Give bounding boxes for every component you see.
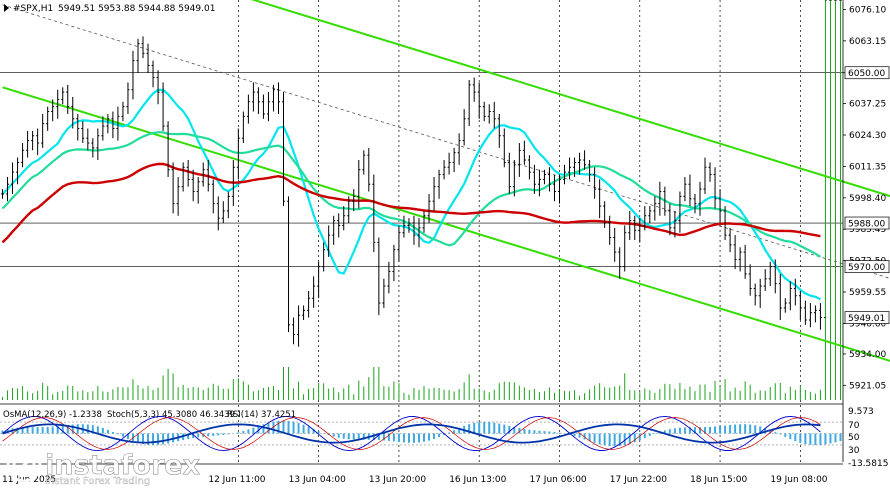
stoch-label: Stoch(5,3,3) 45.3080 46.3439 bbox=[107, 410, 235, 420]
trend-channel-lower[interactable] bbox=[2, 86, 890, 412]
level-price-label: 5988.00 bbox=[848, 220, 885, 230]
instaforex-logo-icon bbox=[6, 447, 42, 483]
watermark-brand: instaforex bbox=[45, 450, 200, 481]
time-tick-label: 18 Jun 15:00 bbox=[690, 475, 747, 485]
time-tick-label: 17 Jun 22:00 bbox=[610, 475, 667, 485]
chart-header: #SPX,H1 5949.51 5953.88 5944.88 5949.01 bbox=[4, 4, 215, 14]
price-tick-label: 6037.25 bbox=[849, 100, 886, 110]
time-tick-label: 17 Jun 06:00 bbox=[529, 475, 586, 485]
ma-slow-line bbox=[1, 162, 821, 244]
price-tick-label: 5934.00 bbox=[849, 350, 886, 360]
ma-mid-line bbox=[1, 131, 821, 258]
time-tick-label: 19 Jun 08:00 bbox=[770, 475, 827, 485]
instaforex-watermark: instaforex Instant Forex Trading bbox=[6, 447, 200, 487]
time-tick-label: 13 Jun 04:00 bbox=[289, 475, 346, 485]
candles bbox=[1, 0, 842, 347]
osma-label: OsMA(12,26,9) -1.2338 bbox=[3, 410, 102, 420]
time-tick-label: 16 Jun 13:00 bbox=[449, 475, 506, 485]
price-tick-label: 6076.10 bbox=[849, 5, 886, 15]
time-tick-label: 12 Jun 11:00 bbox=[208, 475, 265, 485]
price-tick-label: 5921.05 bbox=[849, 381, 886, 391]
level-price-label: 5970.00 bbox=[848, 263, 885, 273]
price-axis: 6076.10 6063.15 6037.25 6024.30 6011.35 5998.… bbox=[842, 0, 890, 462]
oscillator-pane: 9.573 70 50 30 -13.5815 bbox=[0, 403, 888, 469]
osc-level-label: 50 bbox=[848, 433, 860, 443]
watermark-tagline: Instant Forex Trading bbox=[45, 476, 150, 487]
level-price-label: 6050.00 bbox=[848, 69, 885, 79]
level-price-label: 5949.01 bbox=[848, 314, 885, 324]
price-tick-label: 6063.15 bbox=[849, 37, 886, 47]
volume-bars bbox=[2, 0, 841, 400]
osc-level-label: 30 bbox=[848, 446, 860, 456]
osc-level-label: 70 bbox=[848, 421, 860, 431]
indicator-header: OsMA(12,26,9) -1.2338 Stoch(5,3,3) 45.30… bbox=[3, 410, 296, 420]
price-tick-label: 5998.40 bbox=[849, 194, 886, 204]
level-price-box bbox=[844, 311, 890, 324]
rsi-label: RSI(14) 37.4251 bbox=[227, 410, 296, 420]
price-tick-label: 6011.35 bbox=[849, 162, 886, 172]
trend-channel-mid-dotted[interactable] bbox=[2, 4, 890, 330]
rsi-line bbox=[2, 423, 821, 444]
level-price-box bbox=[844, 216, 890, 230]
price-tick-label: 5946.60 bbox=[849, 319, 886, 329]
osma-histogram bbox=[1, 420, 842, 447]
trend-channel bbox=[2, 0, 890, 412]
ohlc-quote: 5949.51 5953.88 5944.88 5949.01 bbox=[58, 4, 215, 14]
symbol-label: #SPX,H1 bbox=[13, 4, 53, 14]
osc-level-label: -13.5815 bbox=[848, 459, 888, 469]
time-tick-label: 13 Jun 20:00 bbox=[369, 475, 426, 485]
collapse-triangle-icon[interactable] bbox=[4, 4, 9, 12]
plot-layer bbox=[0, 0, 890, 462]
ma-fast-line bbox=[1, 88, 821, 301]
price-tick-label: 6024.30 bbox=[849, 131, 886, 141]
stoch-main-line bbox=[2, 415, 821, 452]
price-tick-label: 5959.55 bbox=[849, 288, 886, 298]
level-price-box bbox=[844, 66, 890, 80]
stoch-signal-line bbox=[2, 417, 821, 450]
osc-level-label: 9.573 bbox=[848, 407, 874, 417]
level-price-box bbox=[844, 260, 890, 274]
trend-channel-upper[interactable] bbox=[3, 0, 890, 247]
price-tick-label: 5985.45 bbox=[849, 225, 886, 235]
